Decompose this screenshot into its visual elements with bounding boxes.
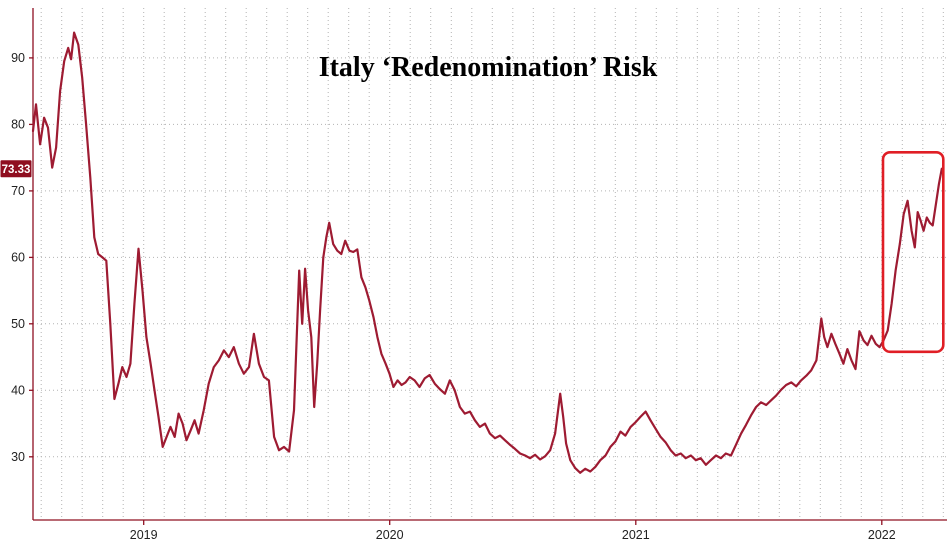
risk-line [31,31,943,474]
y-tick-label: 70 [11,184,25,198]
highlight-box [881,151,945,354]
last-value-badge-label: 73.33 [2,164,31,176]
chart-title: Italy ‘Redenomination’ Risk [319,52,658,83]
y-tick-label: 60 [11,251,25,265]
y-tick-label: 90 [11,51,25,65]
last-value-badge-background [0,160,32,178]
axis-tick-labels: 30 40 50 60 70 80 90 2019 2020 2021 2022 [11,51,896,542]
x-tick-label: 2019 [130,528,158,542]
y-tick-label: 40 [11,384,25,398]
y-tick-label: 80 [11,118,25,132]
last-value-badge: 73.33 [0,160,32,178]
axes [29,8,947,525]
gridlines [33,8,947,520]
y-tick-label: 30 [11,450,25,464]
y-tick-label: 50 [11,317,25,331]
x-tick-label: 2022 [868,528,896,542]
x-tick-label: 2020 [376,528,404,542]
x-tick-label: 2021 [622,528,650,542]
